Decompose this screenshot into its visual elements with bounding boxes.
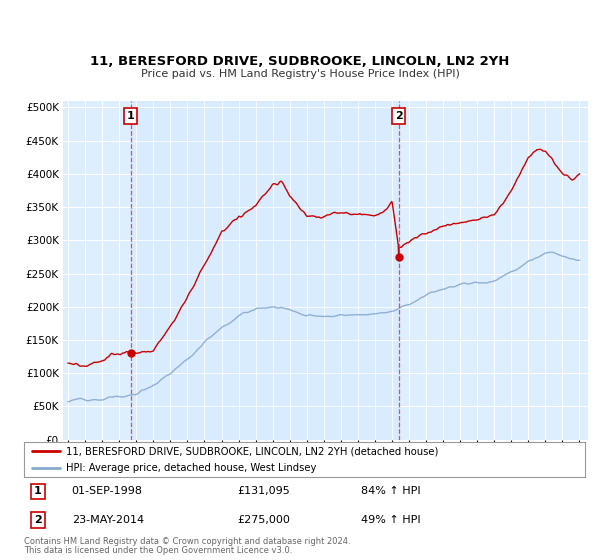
Text: 23-MAY-2014: 23-MAY-2014 [71,515,144,525]
Text: Price paid vs. HM Land Registry's House Price Index (HPI): Price paid vs. HM Land Registry's House … [140,69,460,79]
Text: 2: 2 [395,111,403,121]
Text: Contains HM Land Registry data © Crown copyright and database right 2024.: Contains HM Land Registry data © Crown c… [24,537,350,546]
Text: 1: 1 [127,111,134,121]
Text: 11, BERESFORD DRIVE, SUDBROOKE, LINCOLN, LN2 2YH: 11, BERESFORD DRIVE, SUDBROOKE, LINCOLN,… [91,55,509,68]
Text: This data is licensed under the Open Government Licence v3.0.: This data is licensed under the Open Gov… [24,546,292,555]
Text: HPI: Average price, detached house, West Lindsey: HPI: Average price, detached house, West… [66,464,316,473]
Text: 49% ↑ HPI: 49% ↑ HPI [361,515,420,525]
Text: 84% ↑ HPI: 84% ↑ HPI [361,487,420,496]
Text: 2: 2 [34,515,42,525]
Text: 1: 1 [34,487,42,496]
Text: £275,000: £275,000 [237,515,290,525]
Text: £131,095: £131,095 [237,487,290,496]
Text: 11, BERESFORD DRIVE, SUDBROOKE, LINCOLN, LN2 2YH (detached house): 11, BERESFORD DRIVE, SUDBROOKE, LINCOLN,… [66,446,439,456]
Bar [131,101,398,440]
Text: 01-SEP-1998: 01-SEP-1998 [71,487,143,496]
